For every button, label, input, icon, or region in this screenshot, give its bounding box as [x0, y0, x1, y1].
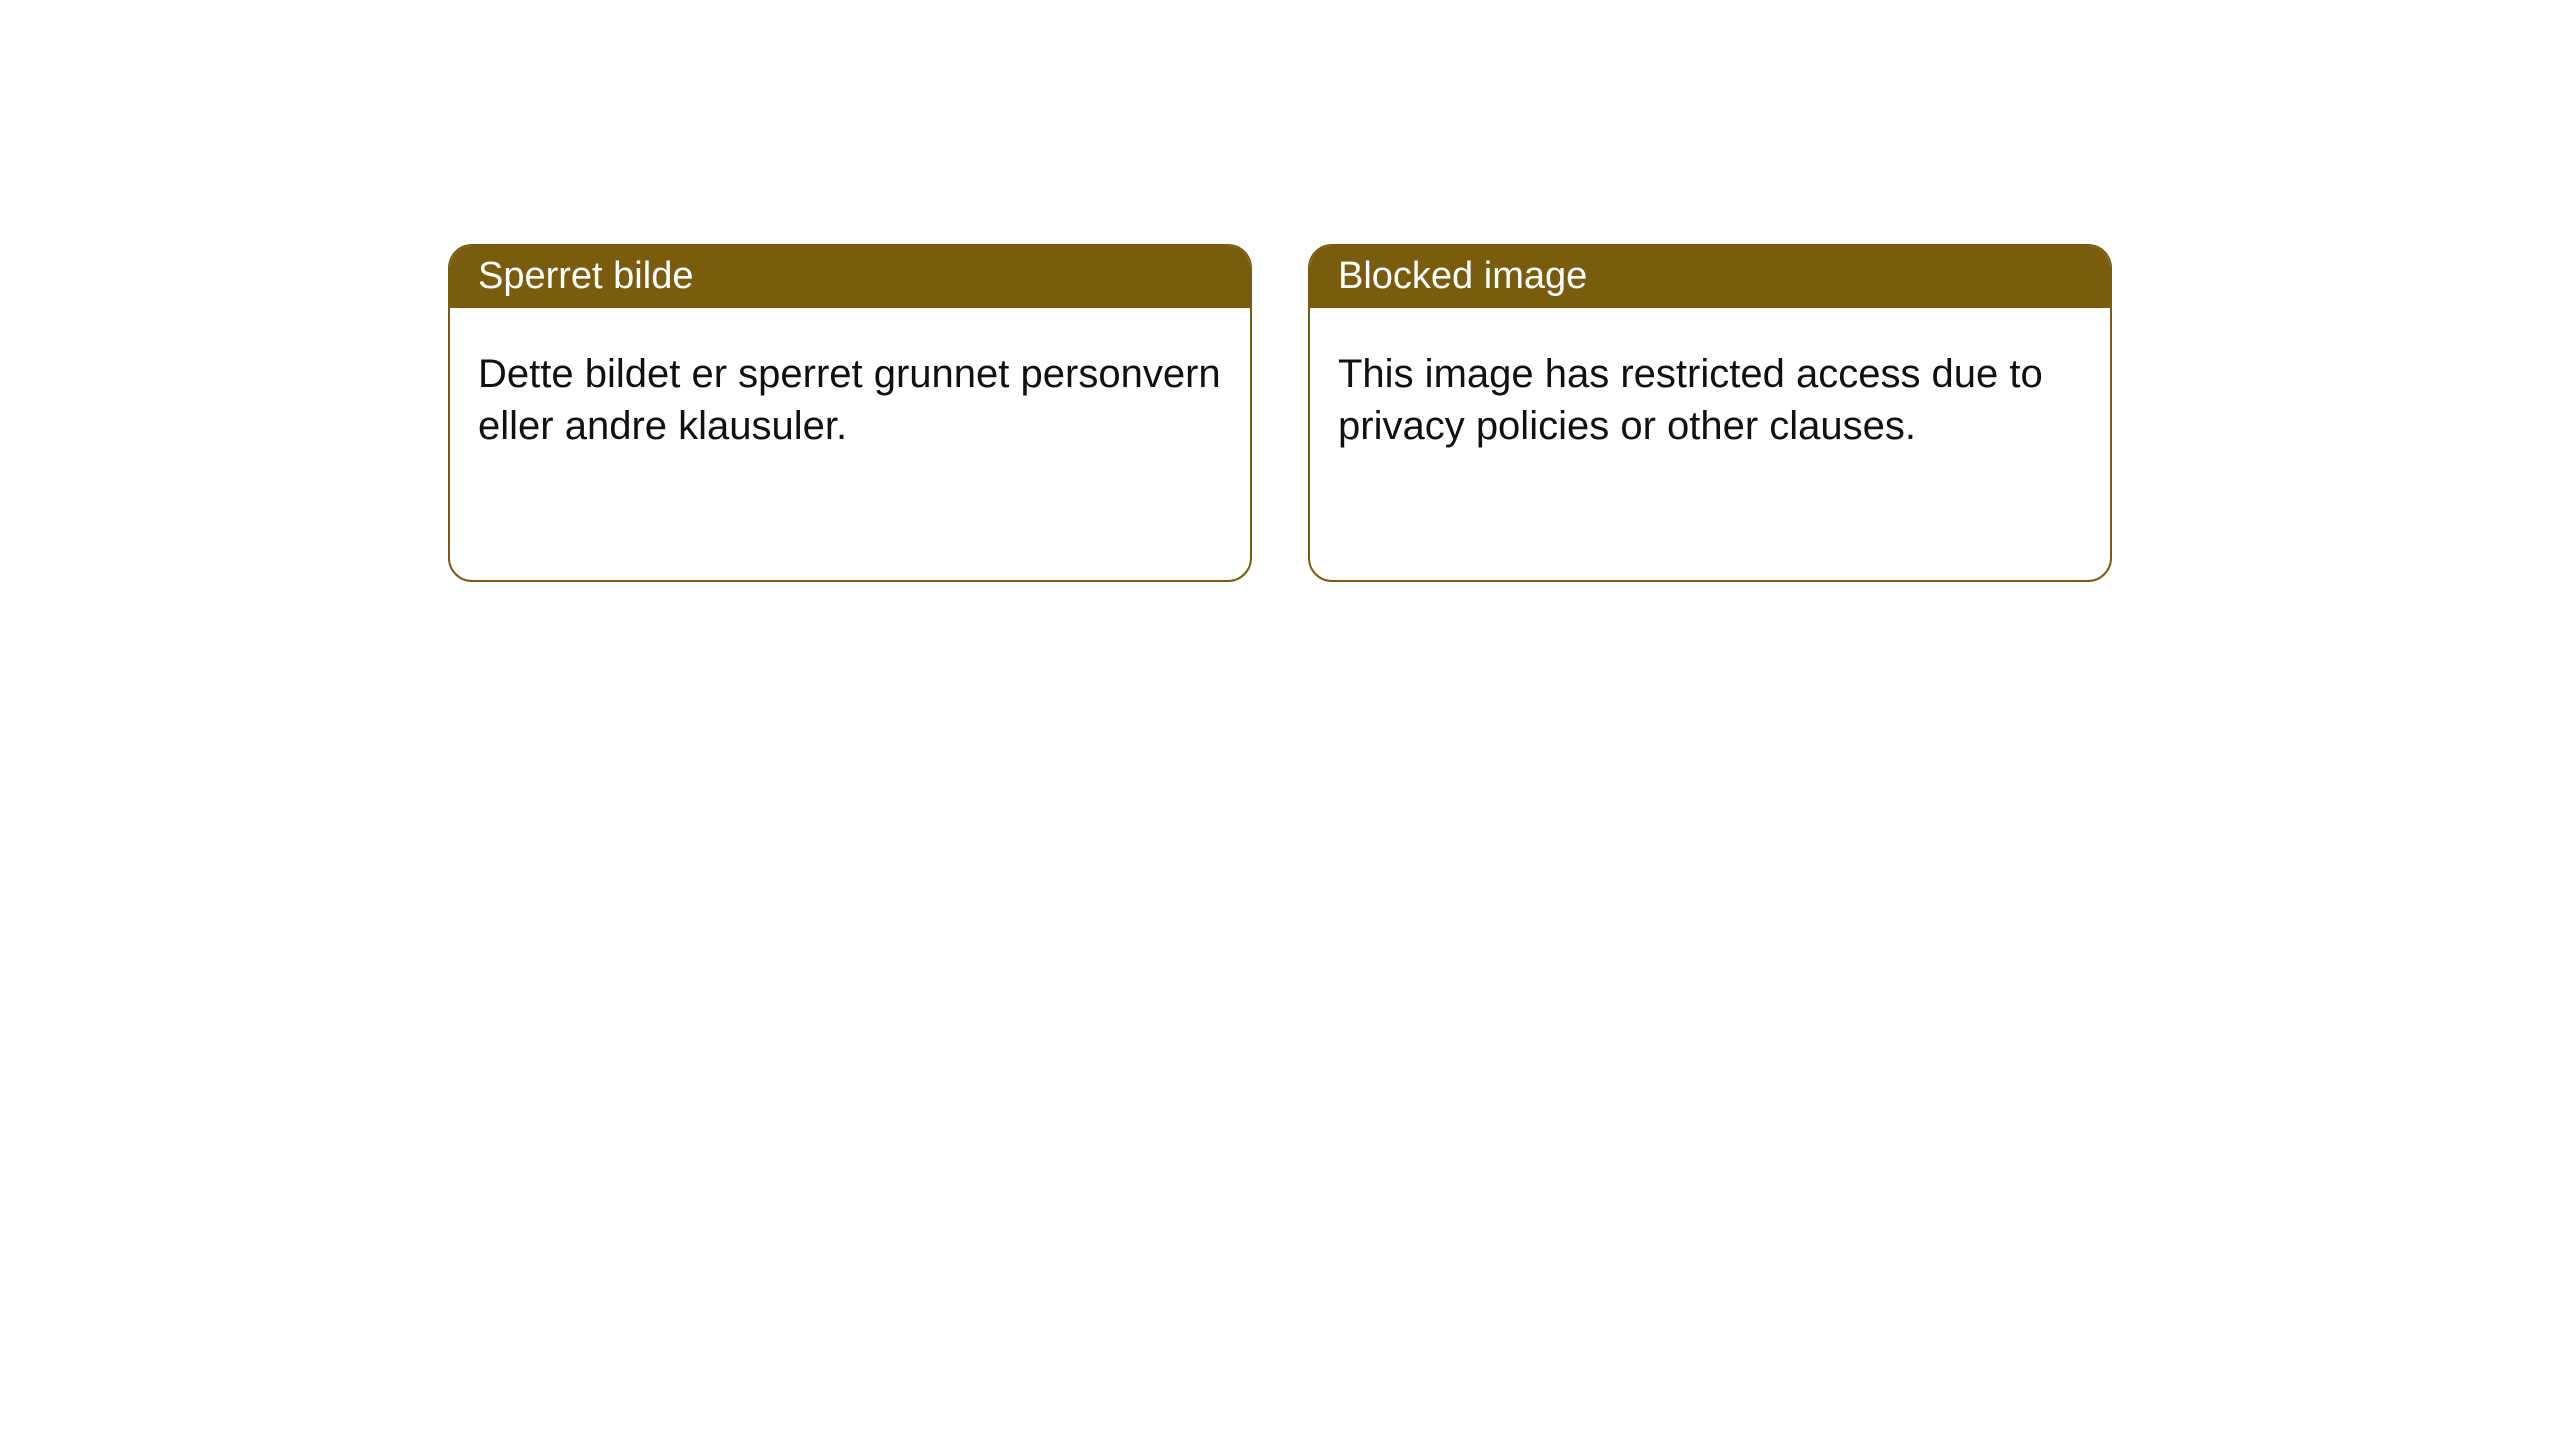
notice-card-title: Blocked image: [1310, 246, 2110, 308]
notice-card-body: Dette bildet er sperret grunnet personve…: [450, 308, 1250, 480]
notice-container: Sperret bilde Dette bildet er sperret gr…: [0, 0, 2560, 582]
notice-card-english: Blocked image This image has restricted …: [1308, 244, 2112, 582]
notice-card-body: This image has restricted access due to …: [1310, 308, 2110, 480]
notice-card-norwegian: Sperret bilde Dette bildet er sperret gr…: [448, 244, 1252, 582]
notice-card-title: Sperret bilde: [450, 246, 1250, 308]
